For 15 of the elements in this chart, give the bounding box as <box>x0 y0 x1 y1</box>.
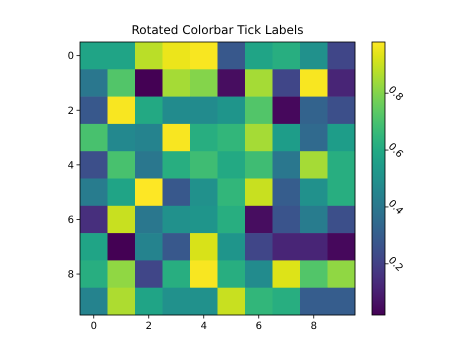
y-tick-label: 2 <box>68 106 74 117</box>
color-bar-label: 0.2 <box>386 255 405 274</box>
x-tick-label: 6 <box>256 321 262 332</box>
color-bar-label: 0.4 <box>386 198 405 218</box>
x-tick-label: 8 <box>310 321 317 332</box>
x-tick-label: 2 <box>146 321 152 332</box>
y-tick-label: 8 <box>68 270 74 281</box>
y-tick-label: 6 <box>68 214 74 226</box>
x-tick-label: 0 <box>90 321 97 332</box>
x-tick-label: 4 <box>200 321 207 332</box>
y-tick-label: 4 <box>68 160 74 172</box>
chart-title: Rotated Colorbar Tick Labels <box>131 23 304 37</box>
color-bar-label: 0.8 <box>386 84 405 104</box>
y-tick-label: 0 <box>68 51 74 62</box>
color-bar-label: 0.6 <box>386 141 405 160</box>
